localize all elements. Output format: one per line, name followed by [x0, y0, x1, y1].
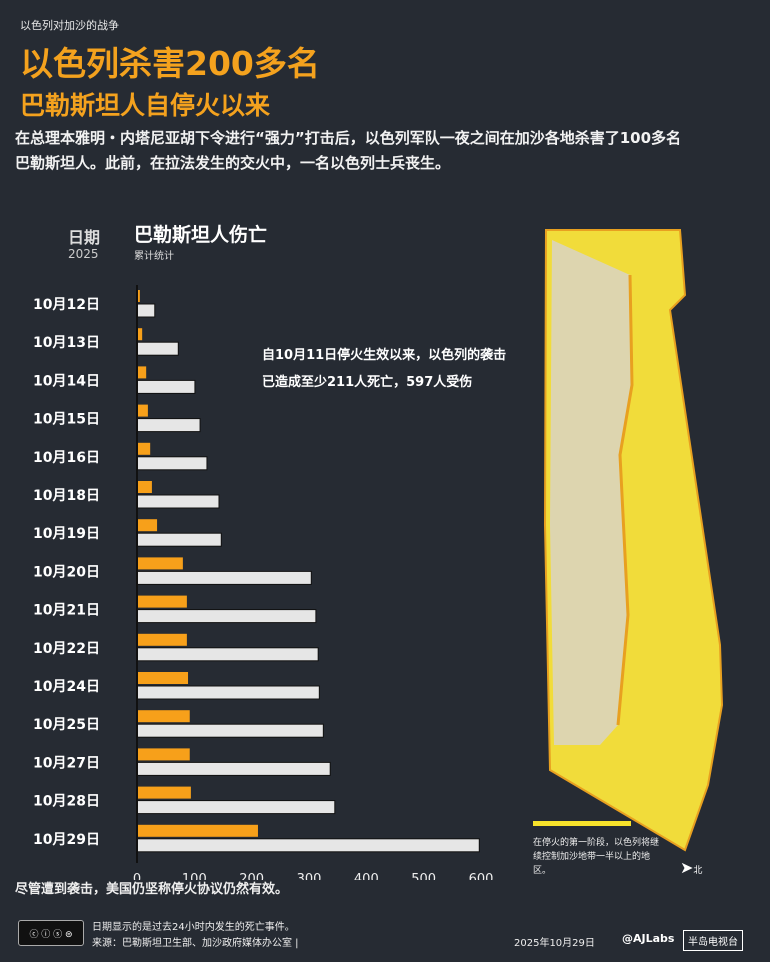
category-label: 10月12日 [33, 297, 100, 313]
date-header: 日期 [68, 228, 101, 247]
category-label: 10月15日 [33, 412, 100, 428]
title: 以色列杀害200多名 [20, 44, 320, 83]
bar-injuries [136, 838, 480, 853]
category-label: 10月14日 [33, 373, 100, 389]
category-label: 10月16日 [33, 450, 100, 466]
x-tick-label: 100 [182, 872, 207, 880]
cc-license-icon: ⓒ ⓘ ⓢ ⊜ [18, 920, 84, 946]
x-tick-label: 300 [297, 872, 322, 880]
bar-injuries [136, 647, 319, 662]
bar-deaths [137, 557, 183, 570]
bar-injuries [136, 418, 201, 433]
north-arrow-icon: ➤ [680, 858, 694, 877]
publish-date: 2025年10月29日 [514, 938, 595, 949]
bar-injuries [136, 494, 220, 509]
bar-injuries [136, 800, 336, 815]
bar-deaths [137, 710, 190, 723]
category-label: 10月22日 [33, 641, 100, 657]
bar-injuries [136, 685, 320, 700]
chart-subtitle: 累计统计 [134, 251, 174, 262]
bar-deaths [137, 824, 258, 837]
category-label: 10月25日 [33, 717, 100, 733]
annotation-line1: 自10月11日停火生效以来，以色列的袭击 [262, 348, 507, 363]
bar-deaths [137, 786, 191, 799]
north-arrow: ➤北 [680, 858, 702, 877]
category-label: 10月20日 [33, 564, 100, 580]
year-label: 2025 [68, 247, 99, 261]
category-label: 10月18日 [33, 488, 100, 504]
kicker: 以色列对加沙的战争 [20, 19, 119, 32]
bar-deaths [137, 748, 190, 761]
bar-deaths [137, 290, 140, 302]
category-label: 10月29日 [33, 832, 100, 848]
bar-injuries [136, 609, 317, 624]
x-tick-label: 500 [411, 872, 436, 880]
category-label: 10月13日 [33, 335, 100, 351]
bar-injuries [136, 570, 312, 585]
bar-deaths [137, 633, 187, 646]
aj-handle: @AJLabs [622, 932, 675, 945]
bar-deaths [137, 481, 152, 493]
footnote: 日期显示的是过去24小时内发生的死亡事件。 [92, 922, 295, 933]
legend-line [533, 821, 631, 826]
bar-chart: 10月12日 10月13日 10月14日 10月15日 10月16日 10月18日 10月1… [33, 285, 494, 880]
bar-injuries [136, 456, 208, 471]
x-tick-label: 400 [354, 872, 379, 880]
bar-deaths [137, 404, 148, 417]
category-label: 10月27日 [33, 755, 100, 771]
bar-deaths [137, 672, 189, 684]
bar-deaths [137, 366, 147, 379]
category-label: 10月19日 [33, 526, 100, 542]
x-tick-label: 200 [239, 872, 264, 880]
bar-deaths [137, 595, 187, 608]
map-legend: 在停火的第一阶段，以色列将继续控制加沙地带一半以上的地区。 [533, 838, 660, 876]
footer-note: 尽管遭到袭击，美国仍坚称停火协议仍然有效。 [15, 882, 289, 897]
description: 在总理本雅明・内塔尼亚胡下令进行“强力”打击后，以色列军队一夜之间在加沙各地杀害… [15, 129, 682, 172]
title-line2: 巴勒斯坦人自停火以来 [20, 91, 271, 120]
north-label: 北 [693, 866, 703, 876]
bar-injuries [136, 532, 222, 547]
category-label: 10月24日 [33, 679, 100, 695]
bar-deaths [137, 442, 151, 455]
brand-logo: 半岛电视台 [683, 930, 743, 951]
category-label: 10月21日 [33, 603, 100, 619]
bar-injuries [136, 723, 324, 738]
gaza-map [543, 229, 724, 852]
chart-title: 巴勒斯坦人伤亡 [134, 224, 268, 246]
bar-injuries [136, 303, 156, 318]
bar-injuries [136, 761, 331, 776]
bar-injuries [136, 379, 196, 394]
map-gaza-inner [550, 240, 632, 745]
annotation-line2: 已造成至少211人死亡，597人受伤 [262, 375, 473, 390]
bar-deaths [137, 328, 143, 341]
bar-injuries [136, 341, 179, 356]
annotation: 自10月11日停火生效以来，以色列的袭击 已造成至少211人死亡，597人受伤 [262, 342, 506, 396]
category-label: 10月28日 [33, 794, 100, 810]
source: 来源：巴勒斯坦卫生部、加沙政府媒体办公室 | [92, 938, 299, 949]
bar-deaths [137, 519, 158, 532]
x-tick-label: 0 [133, 872, 141, 880]
x-tick-label: 600 [469, 872, 494, 880]
